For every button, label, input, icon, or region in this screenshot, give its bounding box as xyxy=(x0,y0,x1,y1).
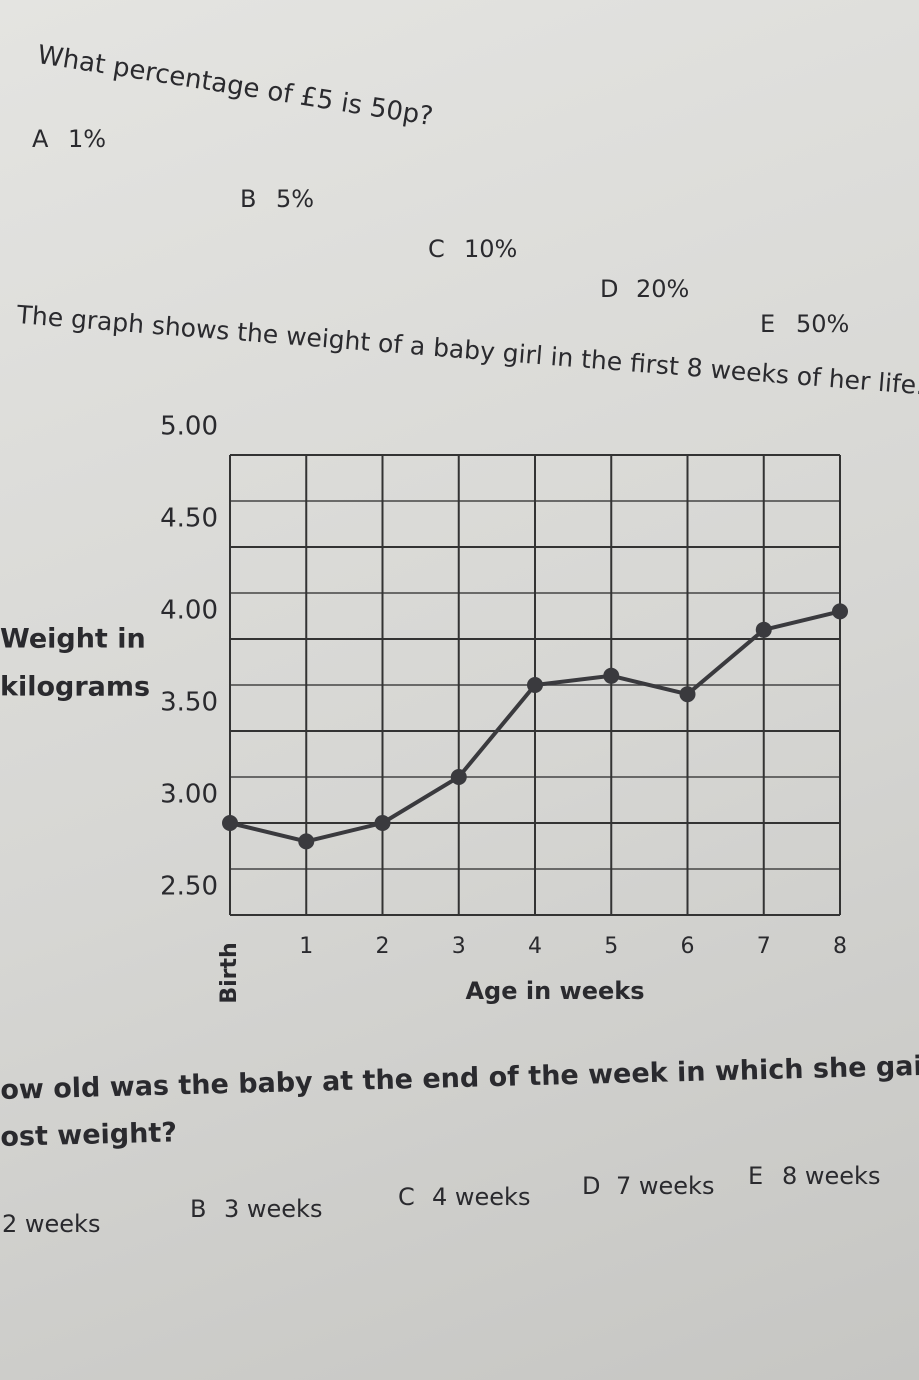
x-axis-label: Age in weeks xyxy=(465,977,644,1005)
x-tick-label: 1 xyxy=(299,934,313,959)
data-point xyxy=(298,833,315,850)
data-point xyxy=(527,677,543,693)
option-letter: A xyxy=(32,125,49,153)
x-tick-label: 6 xyxy=(681,934,695,959)
y-tick-label: 2.50 xyxy=(160,872,218,902)
option-text: 50% xyxy=(796,310,850,338)
option-text: 20% xyxy=(636,275,690,303)
option-letter: B xyxy=(240,185,257,213)
option-letter: E xyxy=(748,1162,764,1190)
y-tick-label: 3.00 xyxy=(160,780,218,810)
option-text: 3 weeks xyxy=(224,1195,323,1223)
y-axis-label: kilograms xyxy=(0,672,150,703)
y-axis-label: Weight in xyxy=(0,624,146,655)
data-point xyxy=(755,621,772,638)
x-tick-label: 2 xyxy=(376,934,390,959)
data-point xyxy=(603,667,620,684)
option-text: 4 weeks xyxy=(432,1183,531,1211)
x-tick-label: 4 xyxy=(528,934,542,959)
data-point xyxy=(679,686,696,703)
y-tick-label: 4.50 xyxy=(160,504,218,534)
x-tick-label: 7 xyxy=(757,934,771,959)
x-tick-label: 3 xyxy=(452,934,466,959)
x-tick-label: 8 xyxy=(833,934,847,959)
y-tick-label: 3.50 xyxy=(160,688,218,718)
option-letter: D xyxy=(582,1172,601,1200)
option-letter: C xyxy=(398,1183,415,1211)
data-point xyxy=(222,815,238,831)
option-text: 10% xyxy=(464,235,518,263)
data-point xyxy=(832,603,848,620)
y-tick-label: 5.00 xyxy=(160,412,218,442)
data-point xyxy=(450,769,467,785)
question-2-line: ost weight? xyxy=(0,1117,178,1153)
option-letter: E xyxy=(760,310,776,338)
y-tick-label: 4.00 xyxy=(160,596,218,626)
option-text: 7 weeks xyxy=(616,1172,715,1200)
option-text: 1% xyxy=(68,125,107,153)
option-text: 5% xyxy=(276,185,315,213)
x-tick-label: Birth xyxy=(217,942,242,1003)
option-text: 8 weeks xyxy=(782,1162,881,1190)
option-letter: B xyxy=(190,1195,207,1223)
option-letter: C xyxy=(428,235,445,263)
data-point xyxy=(374,815,391,831)
option-text: 2 weeks xyxy=(2,1210,101,1238)
option-letter: D xyxy=(600,275,619,303)
x-tick-label: 5 xyxy=(604,934,618,959)
